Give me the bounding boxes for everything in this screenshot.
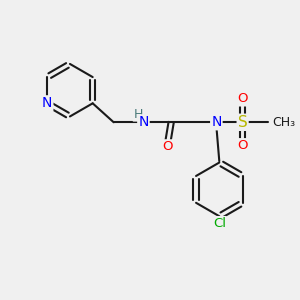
Text: H: H: [134, 108, 143, 121]
Text: CH₃: CH₃: [272, 116, 295, 129]
Text: Cl: Cl: [213, 217, 226, 230]
Text: O: O: [237, 139, 248, 152]
Text: N: N: [138, 115, 148, 129]
Text: N: N: [211, 115, 222, 129]
Text: S: S: [238, 115, 247, 130]
Text: O: O: [237, 92, 248, 105]
Text: N: N: [42, 96, 52, 110]
Text: O: O: [162, 140, 173, 153]
